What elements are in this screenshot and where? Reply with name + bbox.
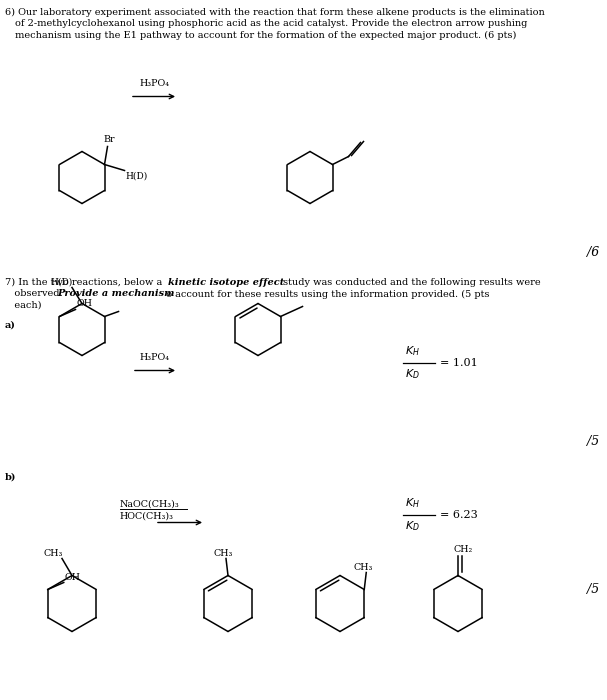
Text: mechanism using the E1 pathway to account for the formation of the expected majo: mechanism using the E1 pathway to accoun… (15, 31, 517, 40)
Text: $K_D$: $K_D$ (405, 368, 420, 382)
Text: 7) In the two reactions, below a: 7) In the two reactions, below a (5, 278, 165, 287)
Text: of 2-methylcyclohexanol using phosphoric acid as the acid catalyst. Provide the : of 2-methylcyclohexanol using phosphoric… (15, 20, 527, 29)
Text: $K_H$: $K_H$ (405, 497, 420, 510)
Text: CH₃: CH₃ (353, 563, 373, 571)
Text: HOC(CH₃)₃: HOC(CH₃)₃ (120, 512, 174, 521)
Text: H(D): H(D) (50, 277, 72, 286)
Text: = 1.01: = 1.01 (440, 358, 478, 368)
Text: observed.: observed. (5, 290, 66, 298)
Text: b): b) (5, 473, 16, 482)
Text: /6: /6 (587, 246, 599, 259)
Text: CH₃: CH₃ (44, 549, 63, 557)
Text: study was conducted and the following results were: study was conducted and the following re… (280, 278, 541, 287)
Text: Provide a mechanism: Provide a mechanism (57, 290, 174, 298)
Text: CH₃: CH₃ (213, 549, 232, 557)
Text: /5: /5 (587, 435, 599, 447)
Text: kinetic isotope effect: kinetic isotope effect (168, 278, 284, 287)
Text: CH₂: CH₂ (453, 545, 472, 554)
Text: H₃PO₄: H₃PO₄ (139, 78, 169, 88)
Text: NaOC(CH₃)₃: NaOC(CH₃)₃ (120, 500, 180, 508)
Text: OH: OH (65, 573, 81, 582)
Text: $K_H$: $K_H$ (405, 344, 420, 358)
Text: Br: Br (104, 136, 115, 144)
Text: H₃PO₄: H₃PO₄ (140, 353, 170, 361)
Text: $K_D$: $K_D$ (405, 519, 420, 533)
Text: H(D): H(D) (126, 172, 148, 181)
Text: each): each) (5, 301, 41, 310)
Text: OH: OH (76, 300, 92, 309)
Text: /5: /5 (587, 582, 599, 596)
Text: a): a) (5, 321, 16, 330)
Text: = 6.23: = 6.23 (440, 510, 478, 519)
Text: o account for these results using the information provided. (5 pts: o account for these results using the in… (163, 290, 489, 299)
Text: 6) Our laboratory experiment associated with the reaction that form these alkene: 6) Our laboratory experiment associated … (5, 8, 544, 17)
